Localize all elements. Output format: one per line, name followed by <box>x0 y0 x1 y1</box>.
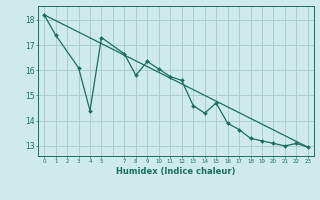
X-axis label: Humidex (Indice chaleur): Humidex (Indice chaleur) <box>116 167 236 176</box>
